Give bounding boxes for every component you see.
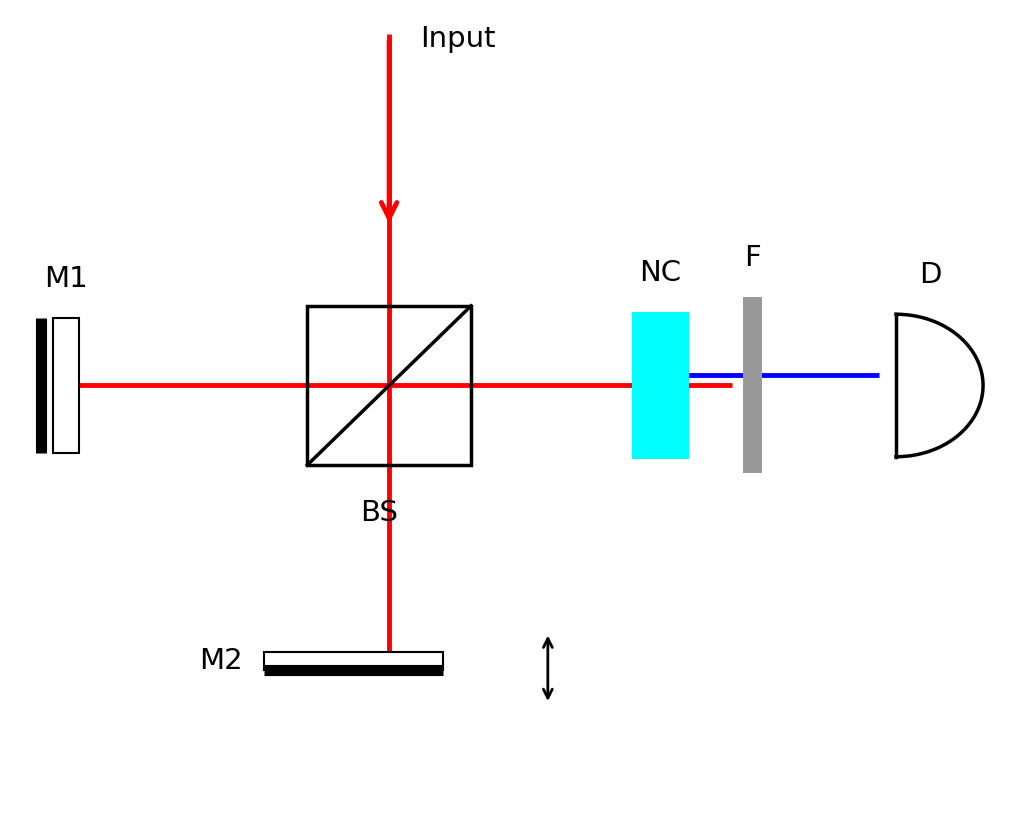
Text: M1: M1 [44, 266, 88, 293]
Text: M2: M2 [200, 647, 243, 675]
Bar [743, 297, 762, 473]
Text: Input: Input [420, 25, 496, 53]
Text: D: D [920, 261, 942, 289]
Text: BS: BS [359, 499, 398, 526]
Bar [307, 306, 471, 465]
Bar [263, 652, 442, 670]
Bar [633, 313, 689, 459]
Text: F: F [744, 245, 761, 272]
Bar [53, 318, 79, 453]
Text: NC: NC [639, 259, 682, 287]
